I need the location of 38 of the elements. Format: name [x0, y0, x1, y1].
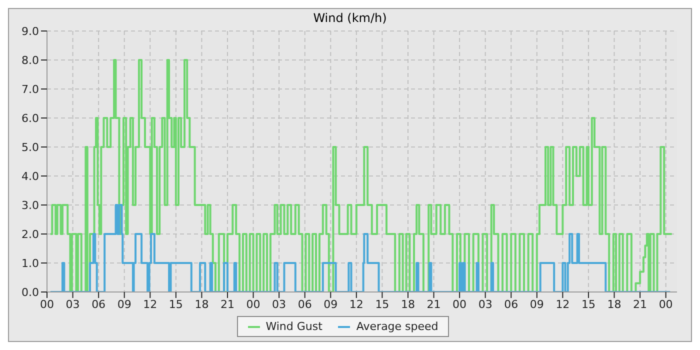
- legend-label: Wind Gust: [266, 320, 322, 333]
- x-tick-label: 15: [375, 298, 390, 311]
- x-tick-label: 00: [246, 298, 260, 311]
- legend-label: Average speed: [356, 320, 438, 333]
- chart-title: Wind (km/h): [313, 11, 387, 25]
- x-tick-label: 21: [426, 298, 441, 311]
- x-tick-label: 03: [66, 298, 80, 311]
- y-tick-label: 5.0: [22, 140, 39, 154]
- x-tick-label: 06: [92, 298, 106, 311]
- y-tick-label: 0.0: [22, 286, 39, 299]
- x-tick-label: 00: [452, 298, 467, 311]
- x-tick-label: 00: [40, 298, 54, 311]
- x-tick-label: 12: [556, 298, 570, 311]
- x-tick-label: 21: [633, 298, 648, 311]
- x-tick-label: 18: [607, 298, 622, 311]
- y-tick-label: 2.0: [22, 228, 39, 241]
- x-tick-label: 06: [298, 298, 312, 311]
- y-tick-label: 1.0: [22, 256, 39, 270]
- y-tick-label: 4.0: [22, 170, 39, 183]
- x-tick-label: 15: [168, 298, 183, 311]
- x-tick-label: 12: [349, 298, 364, 311]
- y-tick-label: 8.0: [22, 54, 39, 67]
- y-tick-label: 7.0: [22, 82, 39, 96]
- x-tick-label: 15: [581, 298, 596, 311]
- x-tick-label: 18: [194, 298, 209, 311]
- x-tick-label: 09: [324, 298, 338, 311]
- x-tick-label: 06: [504, 298, 518, 311]
- x-tick-label: 18: [400, 298, 415, 311]
- x-tick-label: 03: [272, 298, 286, 311]
- y-tick-label: 3.0: [22, 198, 39, 212]
- x-tick-label: 03: [478, 298, 492, 311]
- x-tick-label: 21: [220, 298, 234, 311]
- x-tick-label: 09: [117, 298, 132, 311]
- y-tick-label: 9.0: [22, 24, 39, 38]
- y-tick-label: 6.0: [22, 112, 39, 125]
- x-tick-label: 09: [530, 298, 544, 311]
- x-tick-label: 12: [143, 298, 158, 311]
- x-tick-label: 00: [658, 298, 673, 311]
